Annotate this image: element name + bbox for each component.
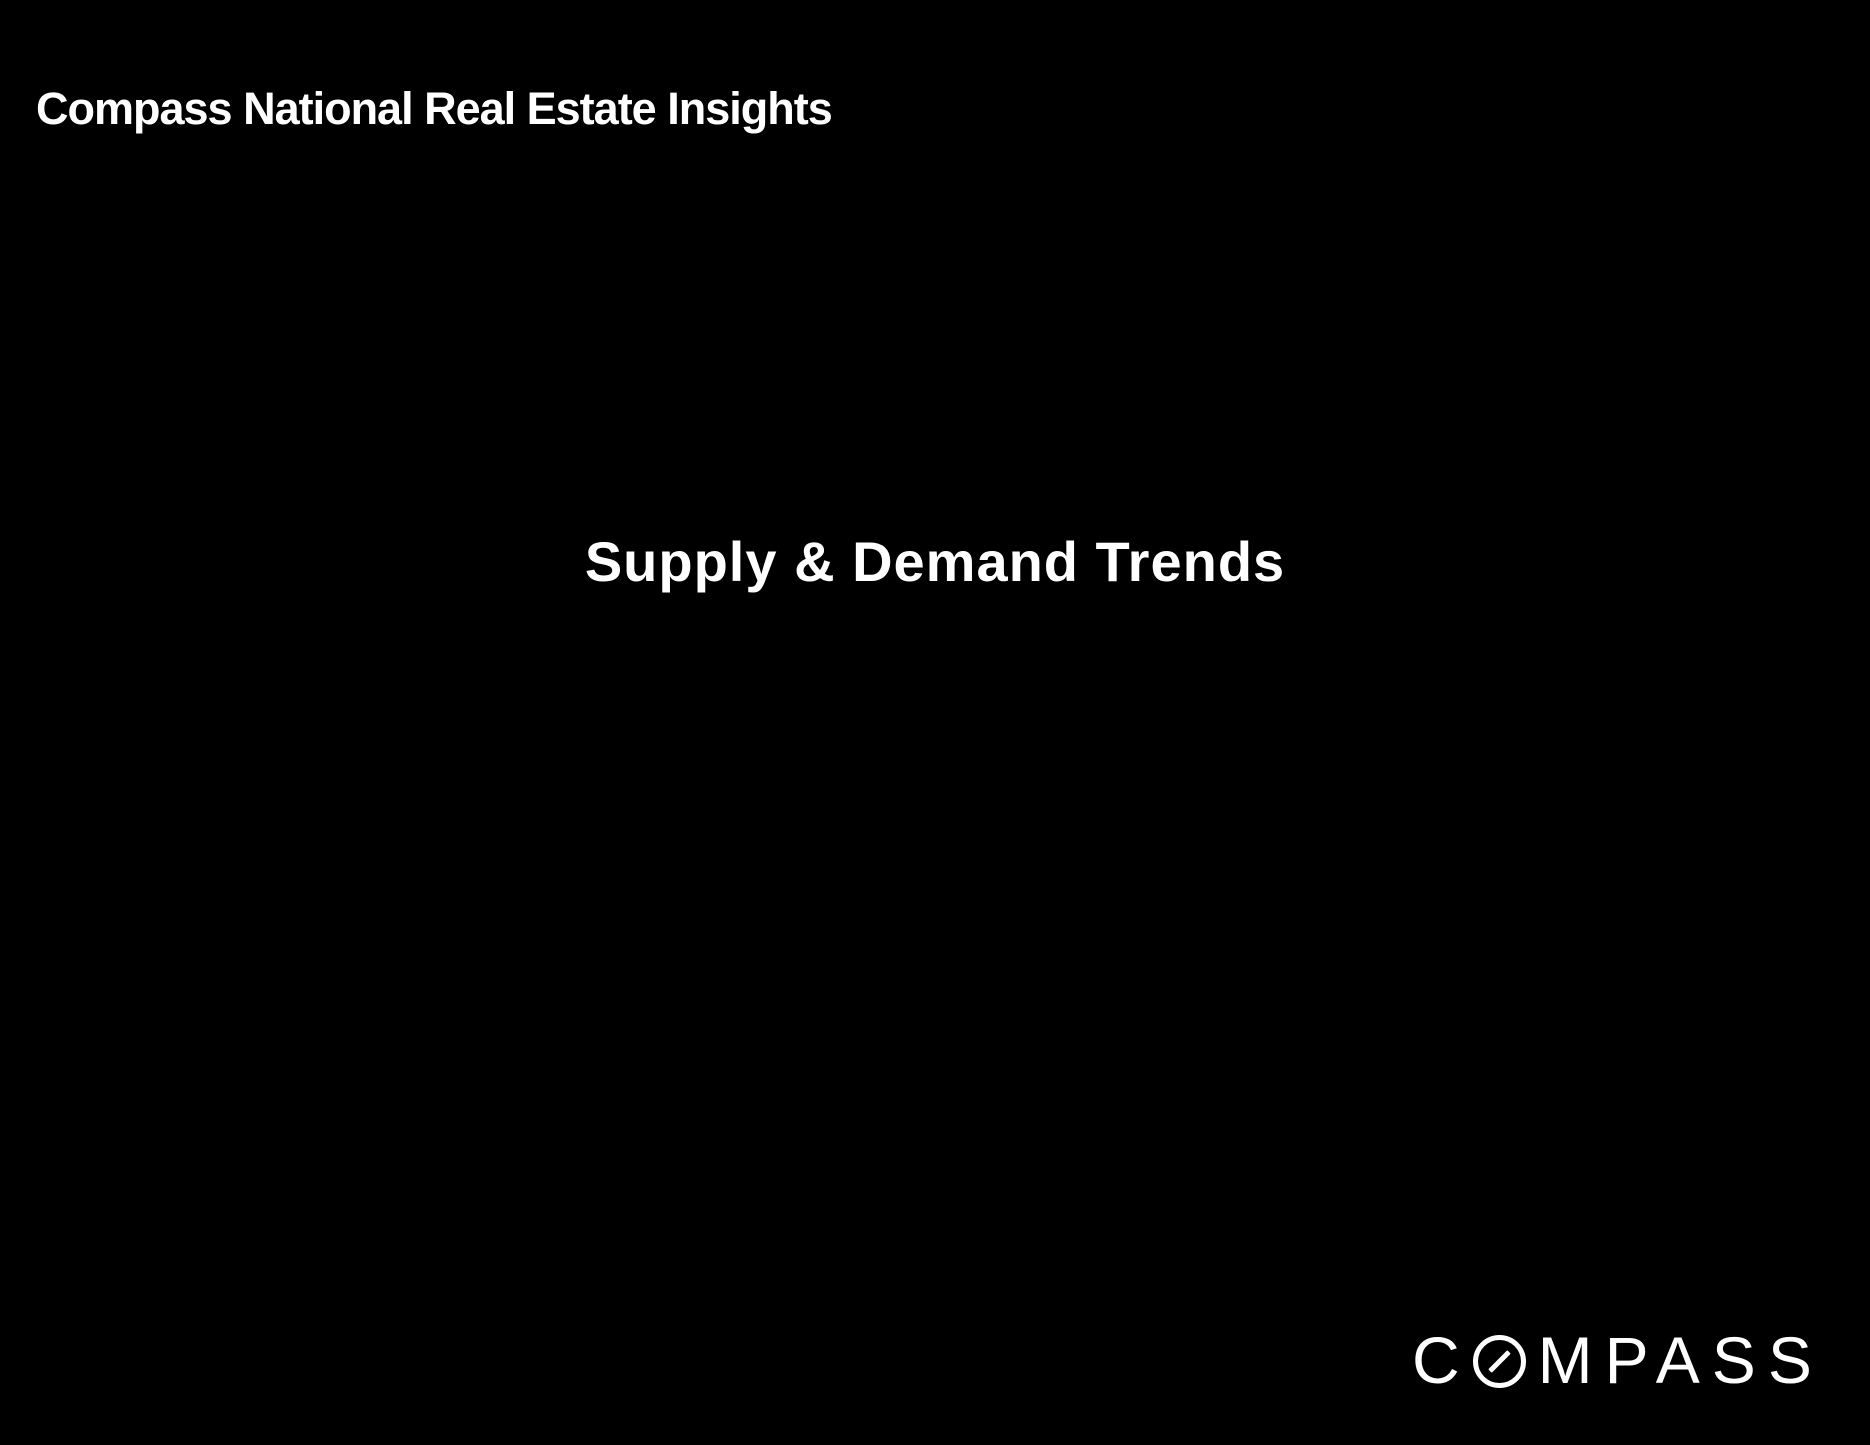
us-dotted-map bbox=[1362, 1004, 1834, 1292]
compass-logo: C MPASS bbox=[1412, 1327, 1824, 1393]
zellige-ornament-svg bbox=[95, 212, 222, 1343]
compass-logo-suffix: MPASS bbox=[1537, 1323, 1824, 1397]
header-title: Compass National Real Estate Insights bbox=[36, 83, 833, 134]
compass-o-ring-icon bbox=[1472, 1334, 1526, 1388]
us-dotted-map-svg bbox=[1362, 1004, 1834, 1292]
compass-needle-icon bbox=[1487, 1349, 1511, 1373]
compass-logo-prefix: C bbox=[1412, 1323, 1472, 1397]
page-title: Supply & Demand Trends bbox=[584, 530, 1286, 593]
zellige-ornament-strip bbox=[95, 212, 222, 1343]
